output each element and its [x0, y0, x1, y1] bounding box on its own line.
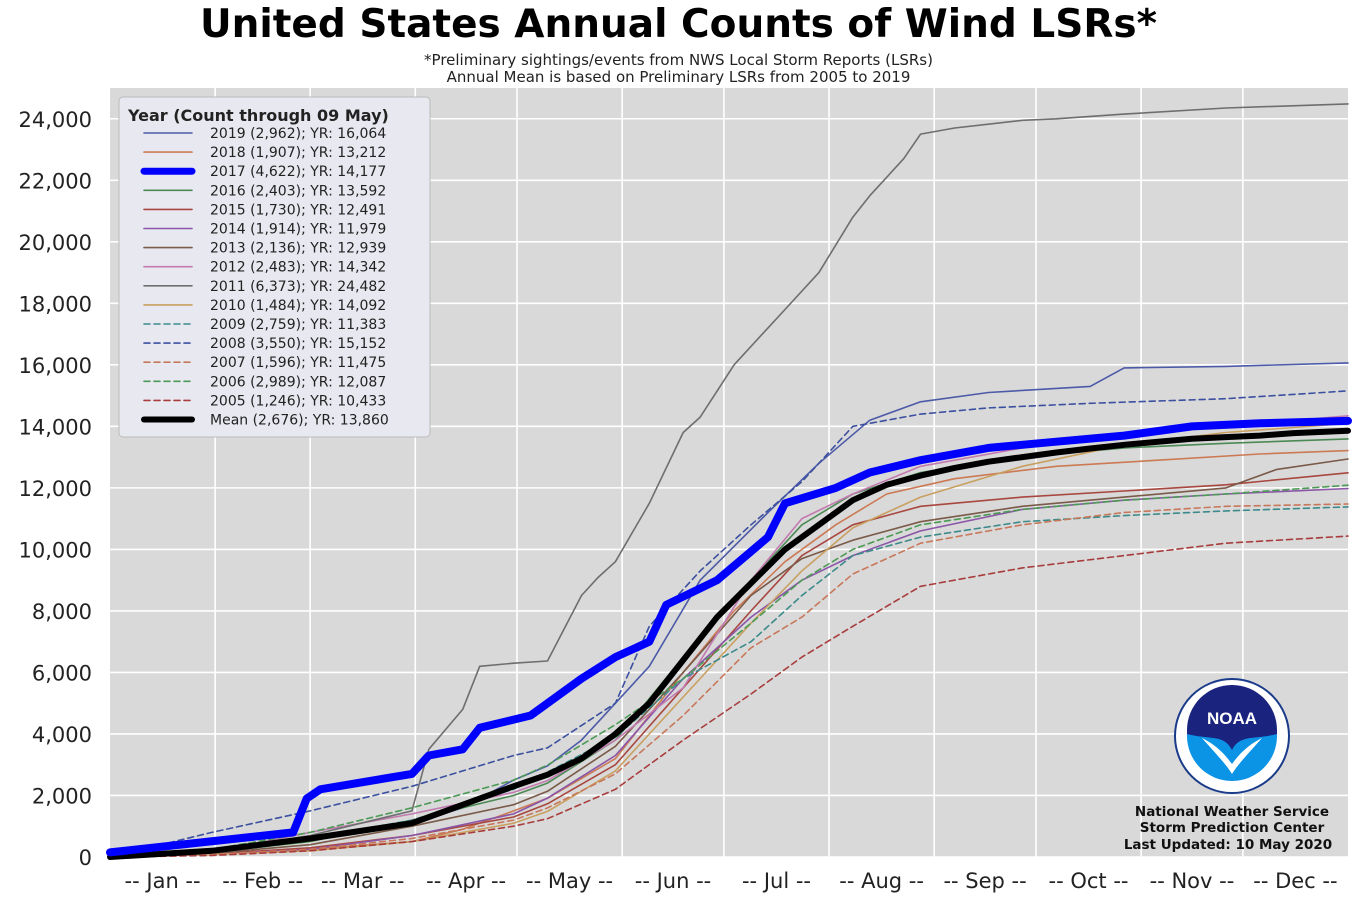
legend-title: Year (Count through 09 May)	[127, 106, 389, 125]
chart-title: United States Annual Counts of Wind LSRs…	[199, 2, 1157, 47]
logo-wordmark: NOAA	[1207, 709, 1257, 728]
y-tick-label: 22,000	[19, 169, 92, 193]
legend-entry-label: Mean (2,676); YR: 13,860	[210, 413, 389, 429]
y-tick-label: 6,000	[32, 661, 92, 685]
credit-line-3: Last Updated: 10 May 2020	[1124, 837, 1332, 853]
legend-entry-label: 2005 (1,246); YR: 10,433	[210, 393, 386, 409]
x-tick-label: -- Oct --	[1049, 869, 1129, 893]
x-tick-label: -- Jan --	[125, 869, 201, 893]
series-line	[107, 427, 1351, 860]
series-line	[106, 416, 1352, 857]
logo-bird-shape	[1202, 738, 1262, 774]
y-tick-label: 24,000	[19, 108, 92, 132]
x-tick-label: -- Jul --	[742, 869, 811, 893]
chart-subtitle-line-1: *Preliminary sightings/events from NWS L…	[424, 51, 933, 69]
x-tick-label: -- Mar --	[321, 869, 404, 893]
legend: Year (Count through 09 May) 2019 (2,962)…	[118, 96, 431, 438]
y-tick-label: 0	[79, 846, 92, 870]
noaa-logo: NOAA	[1174, 678, 1290, 794]
x-tick-label: -- Apr --	[426, 869, 506, 893]
y-tick-label: 4,000	[32, 723, 92, 747]
legend-entry-label: 2008 (3,550); YR: 15,152	[210, 336, 386, 352]
x-tick-label: -- Jun --	[635, 869, 711, 893]
y-tick-label: 18,000	[19, 292, 92, 316]
x-tick-label: -- Nov --	[1150, 869, 1235, 893]
series-line	[109, 103, 1349, 858]
credit-line-1: National Weather Service	[1135, 804, 1329, 820]
y-tick-label: 20,000	[19, 231, 92, 255]
legend-entry-label: 2014 (1,914); YR: 11,979	[210, 222, 386, 238]
y-tick-label: 8,000	[32, 600, 92, 624]
x-tick-label: -- Aug --	[839, 869, 924, 893]
legend-entry-label: 2017 (4,622); YR: 14,177	[210, 164, 386, 180]
legend-entry-label: 2009 (2,759); YR: 11,383	[210, 317, 386, 333]
legend-entry-label: 2013 (2,136); YR: 12,939	[210, 241, 386, 257]
y-tick-label: 16,000	[19, 354, 92, 378]
series-lines	[106, 103, 1352, 860]
series-line	[109, 535, 1349, 858]
legend-entry-label: 2012 (2,483); YR: 14,342	[210, 260, 386, 276]
y-tick-label: 14,000	[19, 415, 92, 439]
y-tick-label: 2,000	[32, 784, 92, 808]
legend-items: 2019 (2,962); YR: 16,064 2018 (1,907); YR…	[140, 126, 389, 429]
series-line	[109, 484, 1349, 858]
chart-subtitle-line-2: Annual Mean is based on Preliminary LSRs…	[446, 68, 911, 86]
y-axis-tick-labels: 0 2,000 4,000 6,000 8,000 10,000 12,000 14,000 1…	[19, 108, 92, 870]
legend-entry-label: 2015 (1,730); YR: 12,491	[210, 202, 386, 218]
x-tick-label: -- Feb --	[222, 869, 303, 893]
legend-entry-label: 2006 (2,989); YR: 12,087	[210, 374, 386, 390]
legend-entry-label: 2019 (2,962); YR: 16,064	[210, 126, 386, 142]
x-tick-label: -- Sep --	[943, 869, 1026, 893]
legend-entry-label: 2016 (2,403); YR: 13,592	[210, 183, 386, 199]
legend-entry-label: 2011 (6,373); YR: 24,482	[210, 279, 386, 295]
y-tick-label: 12,000	[19, 477, 92, 501]
legend-entry-label: 2010 (1,484); YR: 14,092	[210, 298, 386, 314]
credit-line-2: Storm Prediction Center	[1140, 820, 1325, 836]
y-tick-label: 10,000	[19, 538, 92, 562]
x-tick-label: -- Dec --	[1253, 869, 1337, 893]
legend-entry-label: 2018 (1,907); YR: 13,212	[210, 145, 386, 161]
logo-dark-sky	[1187, 685, 1277, 750]
series-line	[109, 458, 1349, 858]
legend-box	[118, 96, 431, 438]
legend-entry-label: 2007 (1,596); YR: 11,475	[210, 355, 386, 371]
x-tick-label: -- May --	[526, 869, 613, 893]
x-axis-tick-labels: -- Jan -- -- Feb -- -- Mar -- -- Apr -- -- M…	[125, 869, 1338, 893]
series-line	[109, 503, 1349, 858]
